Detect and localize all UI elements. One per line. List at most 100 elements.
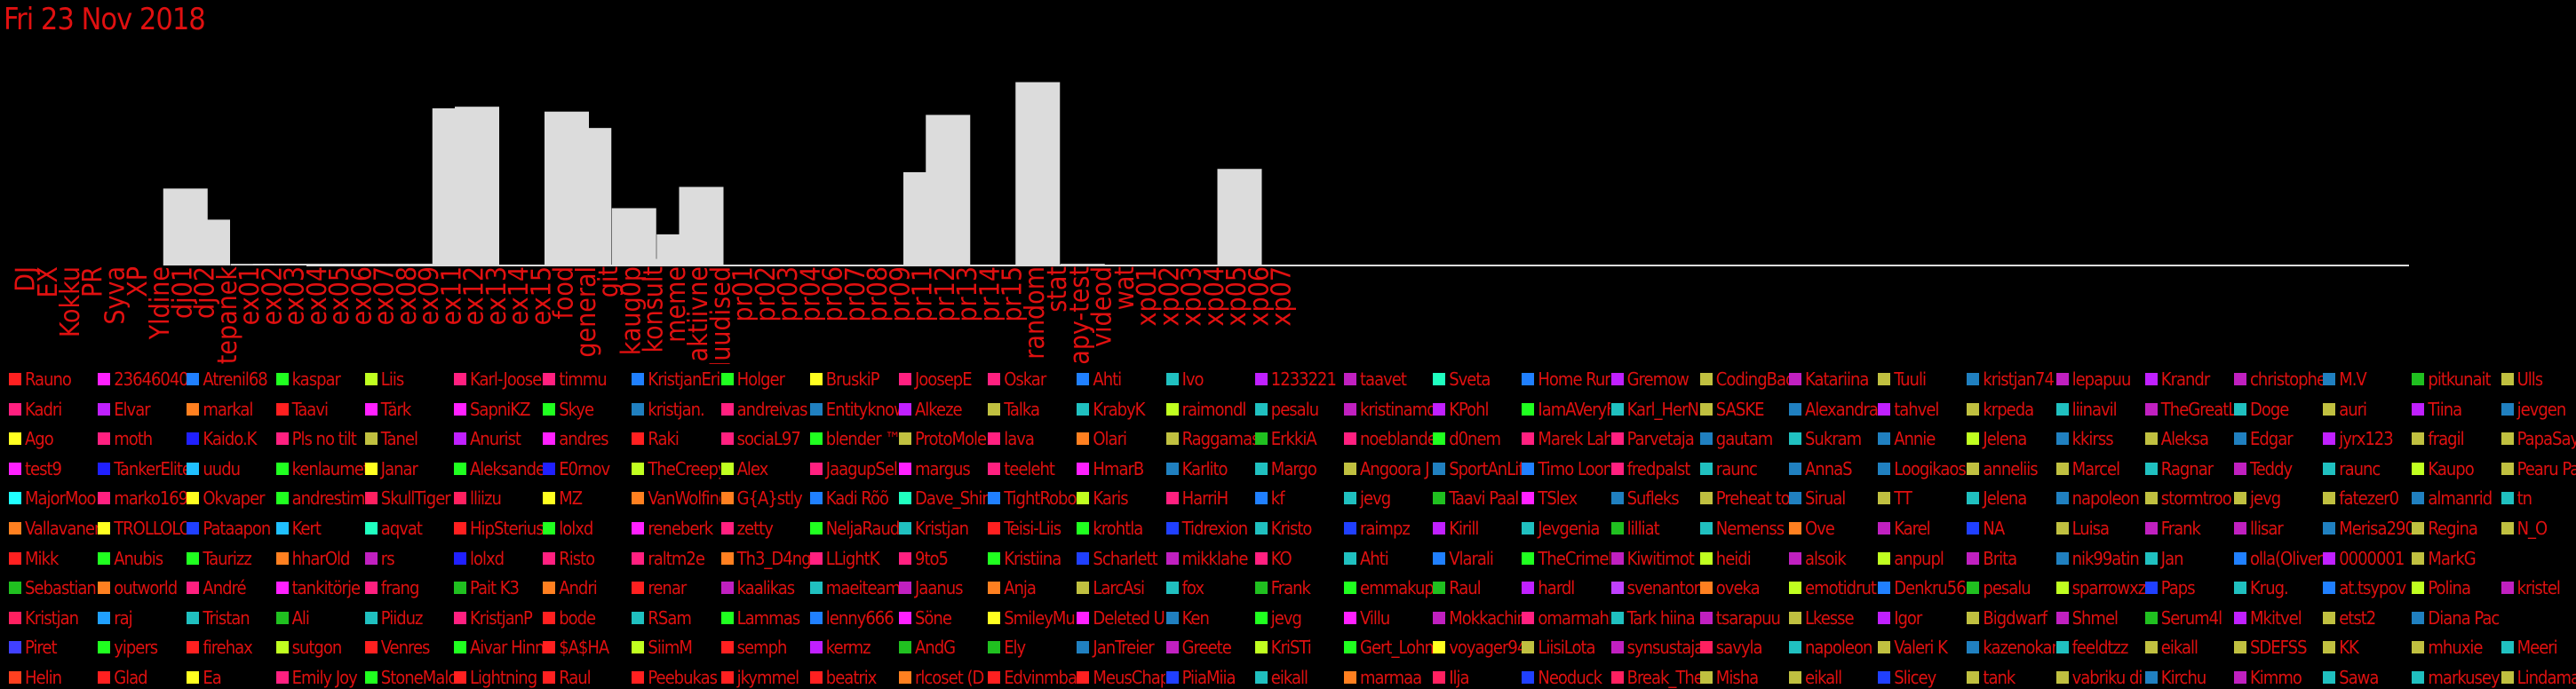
category-label-ex13: ex13	[481, 266, 513, 325]
legend-label: vabriku di	[2071, 667, 2143, 688]
legend-item: Tärk	[364, 394, 454, 421]
legend-swatch	[275, 671, 289, 684]
legend-label: sociaL97	[736, 428, 801, 450]
legend-item: MZ	[543, 483, 632, 510]
legend-label: KrabyK	[1093, 398, 1145, 420]
legend-item: sociaL97	[720, 424, 810, 450]
legend-item: Bigdwarf	[1967, 603, 2055, 630]
legend-item: Kimmo	[2234, 662, 2323, 689]
legend-label: Home Run	[1538, 368, 1611, 390]
legend-item: Glad	[98, 662, 187, 689]
legend-swatch	[454, 671, 466, 684]
legend-swatch	[1344, 522, 1356, 535]
legend-label: Kirchu	[2160, 667, 2206, 688]
legend-label: kristinamd	[1360, 398, 1433, 420]
legend-label: JaagupSel	[825, 457, 898, 479]
legend-swatch	[454, 611, 466, 624]
legend-swatch	[2323, 611, 2336, 624]
legend-swatch	[9, 402, 21, 416]
legend-label: Ulls	[2516, 368, 2544, 390]
legend-label: jevg	[2250, 487, 2281, 510]
legend-label: Frank	[2160, 518, 2201, 539]
legend-label: Ea	[203, 667, 221, 688]
legend-label: Teisi-Liis	[1004, 518, 1061, 539]
legend-label: lliizu	[470, 487, 502, 510]
legend-item: ProtoMole	[899, 424, 988, 450]
legend-swatch	[1433, 611, 1446, 624]
legend-label: Valeri K	[1894, 637, 1948, 659]
legend-label: Tärk	[380, 398, 411, 420]
legend-swatch	[1699, 611, 1713, 624]
category-label-wat: wat	[1109, 266, 1141, 310]
legend-item: AnnaS	[1789, 454, 1878, 480]
legend-item: Sveta	[1433, 364, 1522, 391]
legend-label: 9to5	[915, 547, 949, 569]
legend-item: vabriku di	[2055, 662, 2145, 689]
legend-swatch	[1344, 462, 1356, 475]
legend-swatch	[1789, 641, 1801, 654]
legend-swatch	[2412, 462, 2425, 475]
legend-item: Frank	[2144, 513, 2234, 540]
legend-item: andres	[543, 424, 632, 450]
legend-item: Kristo	[1254, 513, 1344, 540]
legend-item: Mkitvel	[2234, 603, 2323, 630]
legend-label: Tark hiina	[1626, 606, 1696, 629]
legend-label: TSlex	[1538, 487, 1578, 510]
legend-swatch	[187, 432, 200, 446]
legend-swatch	[1789, 671, 1801, 684]
legend-swatch	[98, 402, 111, 416]
legend-item: LarcAsi	[1077, 573, 1165, 599]
legend-label: MZ	[559, 487, 583, 510]
legend-label: margus	[915, 457, 971, 479]
legend-label: Piret	[25, 637, 57, 659]
legend-swatch	[632, 611, 645, 624]
legend-label: Sufleks	[1626, 487, 1680, 510]
legend-swatch	[809, 462, 823, 475]
legend-item: frang	[364, 573, 454, 599]
legend-swatch	[1610, 373, 1624, 385]
legend-label: Ahti	[1360, 547, 1389, 569]
legend-swatch	[1433, 462, 1446, 475]
legend-item: Ove	[1789, 513, 1878, 540]
legend-label: Aleksa	[2160, 428, 2209, 450]
legend-item: André	[187, 573, 275, 599]
legend-label: nik99atin	[2071, 547, 2140, 569]
legend-swatch	[1967, 492, 1980, 505]
legend-label: raimondl	[1181, 398, 1247, 420]
legend-swatch	[1878, 462, 1891, 475]
legend-label: frang	[380, 577, 420, 599]
legend-label: feeldtzz	[2071, 637, 2129, 659]
legend-item: raimpz	[1344, 513, 1433, 540]
category-label-Syva: Syva	[100, 266, 131, 325]
legend-item: Neoduck	[1522, 662, 1610, 689]
legend-swatch	[1522, 402, 1535, 416]
legend-item: lliizu	[454, 483, 543, 510]
legend-label: Raki	[648, 428, 680, 450]
legend-item: margus	[899, 454, 988, 480]
legend-item: HmarB	[1077, 454, 1165, 480]
legend-item: ErkkiA	[1254, 424, 1344, 450]
legend-item: kf	[1254, 483, 1344, 510]
legend-swatch	[454, 462, 466, 475]
legend-swatch	[543, 462, 556, 475]
legend-item: heidi	[1699, 543, 1789, 570]
legend-label: tahvel	[1894, 398, 1939, 420]
legend-swatch	[543, 432, 556, 446]
legend-item: raunc	[1699, 454, 1789, 480]
legend-label: auri	[2339, 398, 2367, 420]
legend-swatch	[1344, 582, 1356, 595]
legend-label: markal	[203, 398, 253, 420]
legend-swatch	[2055, 492, 2069, 505]
legend-item: JoosepE	[899, 364, 988, 391]
category-label-EX: EX	[33, 266, 64, 298]
bar-pr12	[926, 115, 971, 265]
legend-label: Lkesse	[1805, 606, 1855, 629]
legend-swatch	[1789, 551, 1801, 565]
legend-swatch	[1878, 671, 1891, 684]
legend-label: taavet	[1360, 368, 1407, 390]
legend-swatch	[1610, 582, 1624, 595]
legend-label: raimpz	[1360, 518, 1411, 539]
bars-group	[163, 82, 1262, 266]
legend-swatch	[809, 641, 823, 654]
legend-item: hardl	[1522, 573, 1610, 599]
